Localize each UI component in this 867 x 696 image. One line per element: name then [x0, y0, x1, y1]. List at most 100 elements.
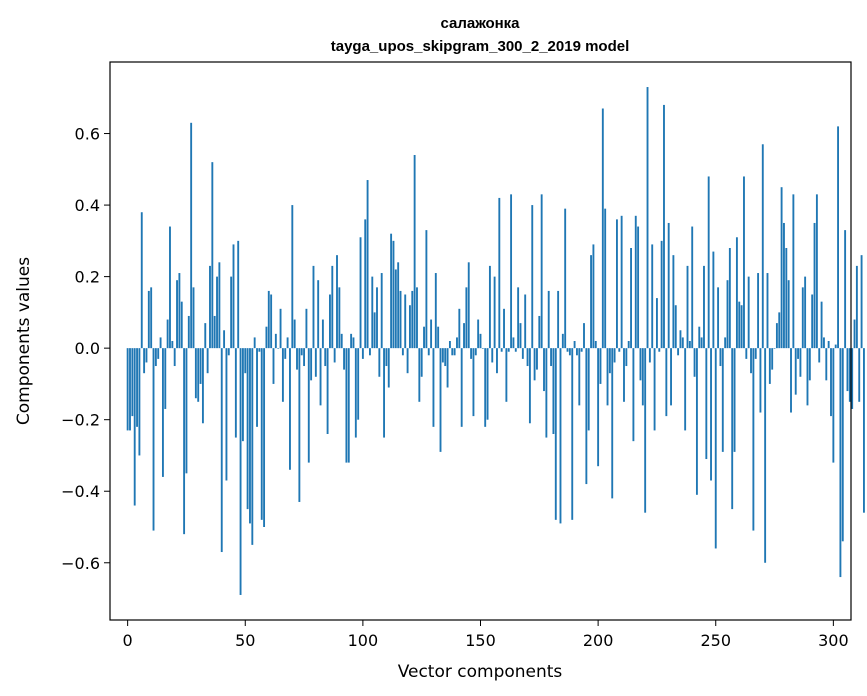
bar: [465, 287, 468, 349]
bar: [568, 348, 571, 356]
bar: [533, 348, 536, 381]
bar: [154, 348, 157, 367]
bar: [357, 348, 360, 420]
bar: [411, 290, 414, 349]
bar: [566, 348, 569, 352]
bar: [213, 315, 216, 349]
bar: [340, 333, 343, 349]
bar: [164, 348, 167, 409]
bar: [514, 348, 517, 352]
bar: [559, 348, 562, 524]
bar: [703, 265, 705, 349]
bar: [863, 348, 865, 513]
bar: [834, 344, 837, 349]
bar: [681, 337, 684, 349]
bar: [439, 348, 442, 452]
bar: [239, 348, 242, 595]
bar: [161, 348, 164, 477]
bar: [446, 348, 449, 388]
bar: [707, 176, 710, 349]
bar: [799, 348, 802, 377]
bar: [159, 337, 162, 349]
bar: [131, 348, 134, 417]
bar: [147, 290, 150, 349]
bar: [536, 348, 538, 370]
bar: [521, 348, 524, 359]
bar: [371, 276, 374, 349]
bar: [176, 280, 178, 349]
bar: [764, 348, 767, 563]
y-tick-label: 0.6: [75, 125, 100, 144]
bar: [592, 244, 595, 349]
bar: [768, 348, 771, 384]
bar: [347, 348, 350, 463]
bar: [291, 205, 294, 349]
bar: [166, 319, 169, 349]
bar: [444, 348, 447, 367]
bar: [484, 348, 487, 427]
bar: [858, 348, 861, 402]
bar: [585, 348, 588, 485]
bar: [249, 348, 251, 524]
bar: [178, 273, 181, 349]
bar: [594, 341, 597, 349]
bar: [820, 301, 823, 349]
bar: [427, 348, 430, 356]
bar: [237, 240, 240, 349]
bar: [481, 348, 484, 349]
bar: [272, 348, 275, 384]
bar: [787, 280, 790, 349]
bar: [538, 315, 541, 349]
bar: [225, 348, 228, 481]
bar: [618, 348, 621, 352]
bar: [157, 348, 160, 359]
bar: [731, 348, 734, 510]
bar: [823, 337, 825, 349]
bar: [187, 315, 190, 349]
bar: [646, 87, 649, 349]
bar: [648, 348, 651, 363]
bar: [486, 348, 489, 420]
bar: [336, 255, 338, 349]
bar: [232, 244, 235, 349]
bar: [599, 348, 602, 384]
bar: [608, 348, 611, 374]
bar: [152, 348, 155, 531]
y-axis-ticks: −0.6 −0.4 −0.2 0.0 0.2 0.4 0.6: [61, 125, 110, 573]
bar: [780, 187, 783, 349]
bar: [448, 341, 451, 349]
bar: [743, 176, 745, 349]
bar: [430, 319, 433, 349]
bar: [305, 308, 308, 349]
bar: [329, 294, 331, 349]
bar: [376, 287, 378, 349]
bar: [663, 104, 665, 349]
bar: [364, 219, 367, 349]
bar: [839, 348, 842, 578]
bar: [658, 348, 661, 352]
bar: [634, 215, 637, 349]
x-axis-label: Vector components: [398, 662, 563, 682]
bar: [133, 348, 136, 506]
y-axis-label: Components values: [14, 257, 34, 425]
bar: [324, 348, 327, 367]
bar: [601, 108, 604, 349]
bar: [143, 348, 146, 374]
bar: [298, 348, 301, 502]
bar: [441, 348, 444, 363]
bar: [474, 348, 477, 356]
bar: [670, 348, 672, 406]
bar: [745, 348, 748, 359]
bar: [710, 348, 712, 481]
x-tick-label: 200: [583, 631, 614, 650]
bar: [766, 273, 769, 349]
bar: [613, 348, 616, 363]
bar: [352, 337, 355, 349]
bar: [277, 348, 280, 349]
x-tick-label: 250: [700, 631, 731, 650]
bar: [201, 348, 204, 424]
bar: [366, 180, 369, 349]
bar: [209, 265, 211, 349]
bar: [587, 348, 590, 431]
